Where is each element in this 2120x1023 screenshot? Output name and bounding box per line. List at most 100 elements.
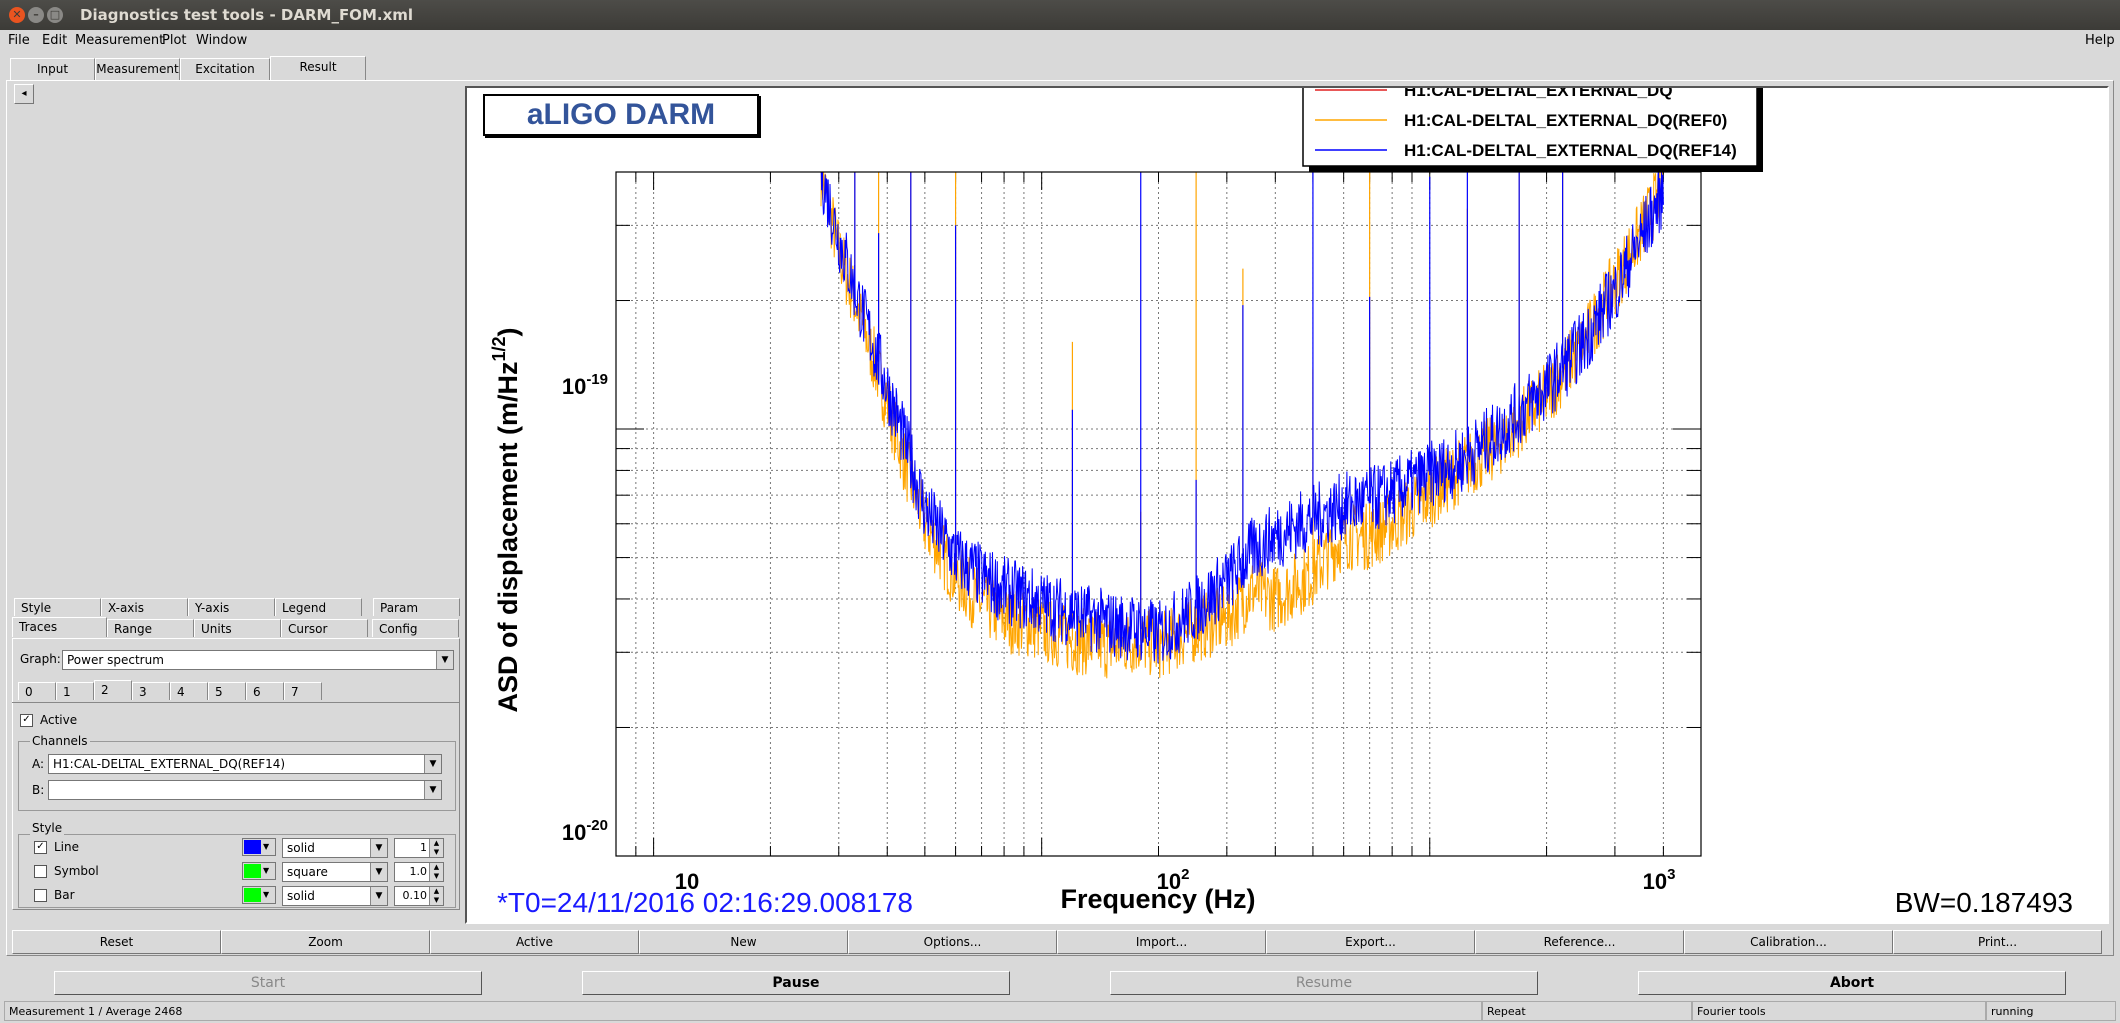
new-button[interactable]: New	[639, 930, 848, 954]
tab-y-axis[interactable]: Y-axis	[188, 598, 275, 616]
reference-button[interactable]: Reference...	[1475, 930, 1684, 954]
t0-label: *T0=24/11/2016 02:16:29.008178	[497, 887, 913, 918]
x-tick-1000-base: 10	[1643, 869, 1667, 894]
tab-input[interactable]: Input	[10, 58, 95, 80]
print-button[interactable]: Print...	[1893, 930, 2102, 954]
panel-scroll-left-icon[interactable]: ◂	[14, 84, 34, 104]
line-width-value: 1	[420, 841, 427, 854]
tab-traces[interactable]: Traces	[12, 617, 107, 637]
trace-tab-4[interactable]: 4	[170, 682, 208, 700]
trace-tab-5[interactable]: 5	[208, 682, 246, 700]
y-tick-1e-20: 10-20	[562, 817, 608, 845]
x-tick-10: 10	[675, 869, 699, 894]
tab-range[interactable]: Range	[107, 619, 194, 637]
import-button[interactable]: Import...	[1057, 930, 1266, 954]
tab-result[interactable]: Result	[270, 56, 366, 80]
symbol-size-stepper[interactable]: 1.0 ▲ ▼	[394, 862, 444, 882]
options-button[interactable]: Options...	[848, 930, 1057, 954]
active-button[interactable]: Active	[430, 930, 639, 954]
stepper-arrows-icon[interactable]: ▲ ▼	[429, 863, 443, 881]
bar-label: Bar	[54, 888, 75, 902]
graph-select-value: Power spectrum	[67, 653, 164, 667]
menu-help[interactable]: Help	[2085, 33, 2115, 48]
symbol-color-picker[interactable]: ▼	[242, 862, 276, 880]
bar-style-select[interactable]: solid ▼	[282, 886, 388, 906]
x-tick-100-exp: 2	[1181, 866, 1189, 883]
channel-b-select[interactable]: ▼	[48, 780, 442, 800]
plot-grid	[615, 171, 1702, 857]
pause-button[interactable]: Pause	[582, 971, 1010, 995]
line-width-stepper[interactable]: 1 ▲ ▼	[394, 838, 444, 858]
plot-frame	[615, 171, 1702, 857]
y-axis-label: ASD of displacement (m/Hz1/2)	[489, 327, 523, 712]
x-tick-100: 102	[1157, 866, 1190, 894]
line-style-select[interactable]: solid ▼	[282, 838, 388, 858]
channel-a-select[interactable]: H1:CAL-DELTAL_EXTERNAL_DQ(REF14) ▼	[48, 754, 442, 774]
calibration-button[interactable]: Calibration...	[1684, 930, 1893, 954]
close-window-icon[interactable]: ✕	[9, 7, 25, 23]
status-mode: Repeat	[1482, 1001, 1692, 1021]
channel-a-label: A:	[32, 757, 45, 771]
menu-edit[interactable]: Edit	[42, 33, 68, 48]
reset-button[interactable]: Reset	[12, 930, 221, 954]
symbol-label: Symbol	[54, 864, 99, 878]
trace-tab-6[interactable]: 6	[246, 682, 284, 700]
line-color-swatch	[244, 840, 261, 854]
stepper-arrows-icon[interactable]: ▲ ▼	[429, 887, 443, 905]
legend-entry: H1:CAL-DELTAL_EXTERNAL_DQ(REF0)	[1404, 111, 1727, 130]
tab-param[interactable]: Param	[373, 598, 460, 616]
chevron-down-icon: ▼	[424, 755, 441, 773]
result-panel	[6, 80, 2114, 956]
bar-checkbox[interactable]	[34, 889, 47, 902]
tab-excitation[interactable]: Excitation	[180, 58, 270, 80]
symbol-color-swatch	[244, 864, 261, 878]
trace-tab-0[interactable]: 0	[18, 682, 56, 700]
symbol-checkbox[interactable]	[34, 865, 47, 878]
graph-select[interactable]: Power spectrum ▼	[62, 650, 454, 670]
tab-config[interactable]: Config	[372, 619, 459, 637]
y-axis-label-end: )	[493, 327, 523, 336]
tab-x-axis[interactable]: X-axis	[101, 598, 188, 616]
menu-plot[interactable]: Plot	[162, 33, 187, 48]
y-axis-label-main: ASD of displacement (m/Hz	[493, 361, 523, 712]
tab-cursor[interactable]: Cursor	[281, 619, 368, 637]
tab-legend[interactable]: Legend	[275, 598, 362, 616]
bar-width-stepper[interactable]: 0.10 ▲ ▼	[394, 886, 444, 906]
bar-style-value: solid	[287, 889, 315, 903]
trace-tab-3[interactable]: 3	[132, 682, 170, 700]
bandwidth-label: BW=0.187493	[1895, 887, 2073, 918]
stepper-arrows-icon[interactable]: ▲ ▼	[429, 839, 443, 857]
line-color-picker[interactable]: ▼	[242, 838, 276, 856]
trace-tab-1[interactable]: 1	[56, 682, 94, 700]
bar-color-picker[interactable]: ▼	[242, 886, 276, 904]
export-button[interactable]: Export...	[1266, 930, 1475, 954]
menu-file[interactable]: File	[8, 33, 30, 48]
chevron-down-icon: ▼	[424, 781, 441, 799]
trace-tab-7[interactable]: 7	[284, 682, 322, 700]
zoom-button[interactable]: Zoom	[221, 930, 430, 954]
tab-measurement[interactable]: Measurement	[95, 58, 180, 80]
options-panel: ◂	[12, 84, 462, 924]
resume-button[interactable]: Resume	[1110, 971, 1538, 995]
chevron-down-icon: ▼	[263, 890, 270, 899]
tab-style[interactable]: Style	[14, 598, 101, 616]
y-tick-1e-20-base: 10	[562, 820, 586, 845]
start-button[interactable]: Start	[54, 971, 482, 995]
tab-units[interactable]: Units	[194, 619, 281, 637]
plot-canvas[interactable]: aLIGO DARM 10 102 103 10-19 10-20 Freque…	[465, 86, 2109, 924]
symbol-style-select[interactable]: square ▼	[282, 862, 388, 882]
maximize-window-icon[interactable]: □	[47, 7, 63, 23]
active-checkbox[interactable]: ✓	[20, 714, 33, 727]
style-group	[18, 834, 456, 908]
chevron-down-icon: ▼	[263, 842, 270, 851]
menu-measurement[interactable]: Measurement	[75, 33, 165, 48]
abort-button[interactable]: Abort	[1638, 971, 2066, 995]
trace-tab-2[interactable]: 2	[94, 680, 132, 700]
y-axis-label-sup: 1/2	[489, 336, 509, 361]
title-bar: ✕ – □ Diagnostics test tools - DARM_FOM.…	[0, 0, 2120, 30]
channel-a-value: H1:CAL-DELTAL_EXTERNAL_DQ(REF14)	[53, 757, 286, 771]
minimize-window-icon[interactable]: –	[28, 7, 44, 23]
channels-label: Channels	[30, 734, 90, 748]
line-checkbox[interactable]: ✓	[34, 841, 47, 854]
menu-window[interactable]: Window	[196, 33, 248, 48]
